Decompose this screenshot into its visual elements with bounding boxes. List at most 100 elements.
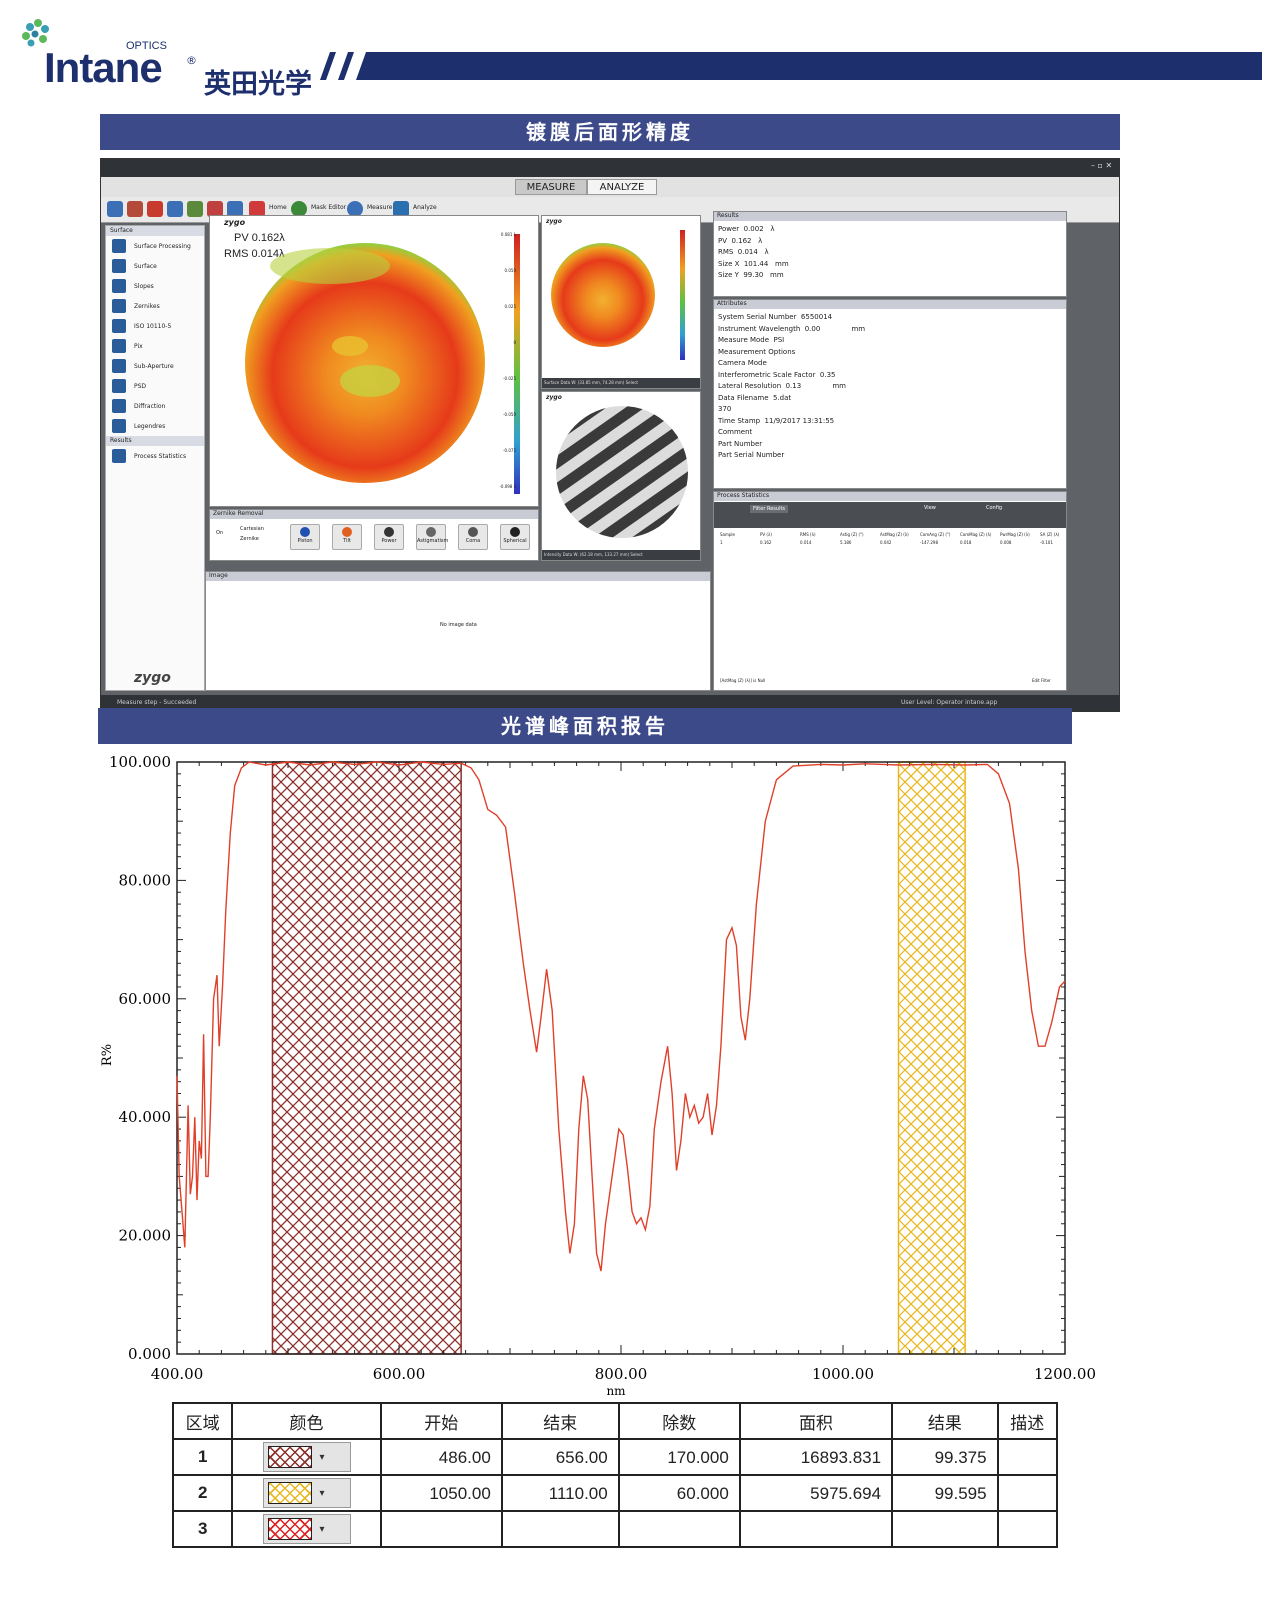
tool-icon[interactable] bbox=[167, 201, 183, 217]
mask-editor-icon[interactable] bbox=[291, 201, 307, 217]
text-line: 370 bbox=[718, 405, 732, 413]
nav-item[interactable]: Surface bbox=[106, 256, 204, 276]
edit-filter-link[interactable]: Edit Filter bbox=[1032, 678, 1051, 683]
dropdown-arrow-icon[interactable]: ▾ bbox=[319, 1487, 325, 1499]
results-panel: Results Power 0.002 λ PV 0.162 λ RMS 0.014… bbox=[713, 211, 1067, 297]
view-button[interactable]: View bbox=[924, 505, 936, 511]
analysis-icon bbox=[112, 259, 126, 273]
toolbar-mask-editor[interactable]: Mask Editor bbox=[311, 204, 347, 211]
analysis-icon bbox=[112, 379, 126, 393]
table-row[interactable]: 3 ▾ bbox=[171, 1510, 1059, 1548]
tool-icon[interactable] bbox=[127, 201, 143, 217]
dropdown-arrow-icon[interactable]: ▾ bbox=[319, 1451, 325, 1463]
nav-item-label: Pix bbox=[134, 342, 143, 350]
nav-item[interactable]: PSD bbox=[106, 376, 204, 396]
flower-icon bbox=[22, 19, 49, 47]
zernike-tilt-button[interactable]: Tilt bbox=[332, 524, 362, 550]
stats-footer: [AstMag (Z) (λ)] is Null bbox=[720, 678, 766, 683]
tool-icon[interactable] bbox=[147, 201, 163, 217]
zernike-icon bbox=[468, 527, 478, 537]
stats-cell: 0.162 bbox=[760, 540, 772, 545]
region-id: 1 bbox=[171, 1438, 234, 1476]
nav-item[interactable]: Zernikes bbox=[106, 296, 204, 316]
region-color-cell: ▾ bbox=[231, 1474, 382, 1512]
surface-thumbnail-panel: zygo Surface Data W: (33.85 mm, 74.28 mm… bbox=[541, 215, 701, 389]
zernike-astigmatism-button[interactable]: Astigmatism bbox=[416, 524, 448, 550]
tab-measure[interactable]: MEASURE bbox=[515, 179, 587, 195]
stats-column-header: Sample bbox=[720, 532, 735, 537]
tool-icon[interactable] bbox=[207, 201, 223, 217]
table-row[interactable]: 2 ▾ 1050.00 1110.00 60.000 5975.694 99.595 bbox=[171, 1474, 1059, 1512]
config-button[interactable]: Config bbox=[986, 505, 1003, 511]
region-result: 99.595 bbox=[891, 1474, 999, 1512]
zernike-piston-button[interactable]: Piston bbox=[290, 524, 320, 550]
text-line: Data Filename 5.dat bbox=[718, 393, 792, 402]
hatch-swatch bbox=[267, 1482, 312, 1504]
stats-cell: 1 bbox=[720, 540, 723, 545]
nav-group-surface[interactable]: Surface bbox=[106, 226, 204, 236]
stats-cell: 0.018 bbox=[960, 540, 972, 545]
text-line: Size Y 99.30 mm bbox=[718, 271, 784, 279]
y-tick-label: 100.000 bbox=[109, 753, 171, 771]
toolbar-analyze[interactable]: Analyze bbox=[413, 204, 437, 211]
tool-icon[interactable] bbox=[187, 201, 203, 217]
zygo-logo: zygo bbox=[134, 670, 171, 686]
region-color-cell: ▾ bbox=[231, 1510, 382, 1548]
x-tick-label: 800.00 bbox=[595, 1365, 648, 1383]
dropdown-arrow-icon[interactable]: ▾ bbox=[319, 1523, 325, 1535]
zernike-zernike[interactable]: Zernike bbox=[240, 536, 259, 542]
zernike-panel: Zernike Removal On Cartesian Zernike Pis… bbox=[209, 509, 539, 561]
process-stats-row[interactable]: 1 0.162 0.014 5.186 0.042 -147.298 0.018 0.008 -… bbox=[720, 540, 1074, 545]
scale-label: 0.050 bbox=[504, 268, 516, 273]
window-controls-icon[interactable]: – ▫ ✕ bbox=[1091, 161, 1113, 170]
stats-column-header: RMS (λ) bbox=[800, 532, 816, 537]
zernike-on[interactable]: On bbox=[216, 530, 224, 536]
toolbar-home[interactable]: Home bbox=[269, 204, 287, 211]
tab-analyze[interactable]: ANALYZE bbox=[587, 179, 657, 195]
text-line: Size X 101.44 mm bbox=[718, 259, 789, 268]
region-area: 5975.694 bbox=[738, 1474, 894, 1512]
nav-item[interactable]: Pix bbox=[106, 336, 204, 356]
zernike-spherical-button[interactable]: Spherical bbox=[500, 524, 530, 550]
nav-item-label: Zernikes bbox=[134, 302, 160, 310]
zernike-power-button[interactable]: Power bbox=[374, 524, 404, 550]
nav-item[interactable]: Slopes bbox=[106, 276, 204, 296]
spectrum-chart: 400.00 600.00 800.00 1000.00 1200.00 0.000 20.… bbox=[100, 753, 1096, 1398]
zernike-icon bbox=[342, 527, 352, 537]
nav-item-label: Process Statistics bbox=[134, 452, 187, 460]
zernike-icon bbox=[510, 527, 520, 537]
intensity-caption: Intensity Data W: (62.18 mm, 133.27 mm) … bbox=[542, 550, 700, 560]
zernike-cartesian[interactable]: Cartesian bbox=[240, 526, 264, 532]
nav-item-process-statistics[interactable]: Process Statistics bbox=[106, 446, 204, 466]
analyze-icon[interactable] bbox=[393, 201, 409, 217]
home-icon[interactable] bbox=[249, 201, 265, 217]
section-title-spectrum: 光谱峰面积报告 bbox=[98, 708, 1072, 744]
surface-thumbnail-image bbox=[551, 243, 655, 347]
measure-icon[interactable] bbox=[347, 201, 363, 217]
text-line: Part Serial Number bbox=[718, 451, 785, 459]
color-picker[interactable]: ▾ bbox=[262, 1442, 351, 1472]
nav-item[interactable]: ISO 10110-5 bbox=[106, 316, 204, 336]
color-picker[interactable]: ▾ bbox=[262, 1478, 351, 1508]
nav-group-results[interactable]: Results bbox=[106, 436, 204, 446]
color-picker[interactable]: ▾ bbox=[262, 1514, 351, 1544]
nav-item-label: Slopes bbox=[134, 282, 154, 290]
nav-item[interactable]: Diffraction bbox=[106, 396, 204, 416]
text-line: Power 0.002 λ bbox=[718, 225, 775, 233]
table-row[interactable]: 1 ▾ 486.00 656.00 170.000 16893.831 99.375 bbox=[171, 1438, 1059, 1476]
y-axis-label: R% bbox=[100, 1044, 115, 1066]
axis-ticks: 400.00 600.00 800.00 1000.00 1200.00 0.000 20.… bbox=[109, 753, 1096, 1383]
nav-item[interactable]: Surface Processing bbox=[106, 236, 204, 256]
nav-item[interactable]: Legendres bbox=[106, 416, 204, 436]
zernike-icon bbox=[384, 527, 394, 537]
table-header-cell: 面积 bbox=[738, 1402, 894, 1440]
thumb-scale-bar bbox=[680, 230, 685, 360]
toolbar-measure[interactable]: Measure bbox=[367, 204, 393, 211]
nav-item[interactable]: Sub-Aperture bbox=[106, 356, 204, 376]
tool-icon[interactable] bbox=[227, 201, 243, 217]
zernike-coma-button[interactable]: Coma bbox=[458, 524, 488, 550]
region-end bbox=[500, 1510, 620, 1548]
nav-item-label: Surface Processing bbox=[134, 242, 191, 250]
filter-results-field[interactable]: Filter Results bbox=[750, 505, 789, 513]
tool-icon[interactable] bbox=[107, 201, 123, 217]
